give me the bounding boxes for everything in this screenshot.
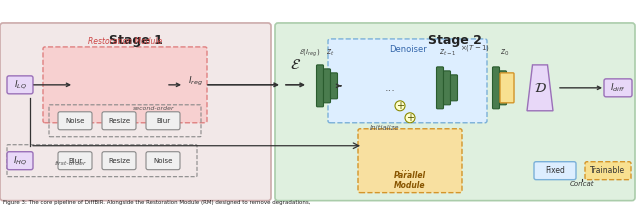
FancyBboxPatch shape	[330, 73, 337, 99]
Text: Blur: Blur	[156, 118, 170, 124]
FancyBboxPatch shape	[146, 152, 180, 170]
FancyBboxPatch shape	[323, 69, 330, 103]
Polygon shape	[140, 61, 170, 109]
Text: $I_{HQ}$: $I_{HQ}$	[13, 154, 27, 167]
Polygon shape	[75, 61, 105, 109]
Text: Resize: Resize	[108, 158, 130, 164]
FancyBboxPatch shape	[58, 152, 92, 170]
FancyBboxPatch shape	[0, 23, 271, 201]
FancyBboxPatch shape	[436, 67, 444, 109]
Text: $z_t$: $z_t$	[326, 48, 334, 58]
Text: Trainable: Trainable	[591, 166, 625, 175]
Polygon shape	[405, 65, 431, 110]
Text: ...: ...	[385, 83, 396, 93]
Text: first-order: first-order	[55, 161, 86, 166]
Circle shape	[395, 101, 405, 111]
Text: Resize: Resize	[108, 118, 130, 124]
Text: $I_{LQ}$: $I_{LQ}$	[13, 78, 26, 91]
FancyBboxPatch shape	[493, 67, 499, 109]
Circle shape	[405, 113, 415, 123]
FancyBboxPatch shape	[275, 23, 635, 201]
FancyBboxPatch shape	[58, 112, 92, 130]
Text: $z_0$: $z_0$	[500, 48, 509, 58]
FancyBboxPatch shape	[328, 39, 487, 123]
FancyBboxPatch shape	[7, 152, 33, 170]
Text: second-order: second-order	[133, 106, 175, 111]
Text: Denoiser: Denoiser	[388, 45, 426, 54]
FancyBboxPatch shape	[102, 152, 136, 170]
FancyBboxPatch shape	[500, 73, 514, 103]
FancyBboxPatch shape	[451, 75, 458, 101]
FancyBboxPatch shape	[146, 112, 180, 130]
Text: Blur: Blur	[68, 158, 82, 164]
Text: Initialize: Initialize	[371, 125, 400, 131]
Text: $\times(T-1)$: $\times(T-1)$	[460, 43, 490, 53]
FancyBboxPatch shape	[604, 79, 632, 97]
Text: Concat: Concat	[570, 181, 595, 187]
FancyBboxPatch shape	[534, 162, 576, 180]
Text: $\mathcal{D}$: $\mathcal{D}$	[534, 81, 547, 95]
Text: Figure 3: The core pipeline of DiffBIR. Alongside the Restoration Module (RM) de: Figure 3: The core pipeline of DiffBIR. …	[3, 200, 310, 205]
FancyBboxPatch shape	[506, 75, 513, 101]
FancyBboxPatch shape	[317, 65, 323, 107]
Text: $\mathcal{E}$: $\mathcal{E}$	[291, 57, 301, 72]
Text: $I_{reg}$: $I_{reg}$	[188, 75, 202, 88]
FancyBboxPatch shape	[43, 47, 207, 123]
FancyBboxPatch shape	[585, 162, 631, 180]
Text: $I_{diff}$: $I_{diff}$	[610, 82, 626, 94]
Text: Noise: Noise	[154, 158, 173, 164]
Polygon shape	[347, 65, 373, 110]
Polygon shape	[527, 65, 553, 111]
FancyBboxPatch shape	[102, 112, 136, 130]
FancyBboxPatch shape	[499, 71, 506, 105]
Text: $z_{t-1}$: $z_{t-1}$	[439, 48, 457, 58]
Text: Parallel
Module: Parallel Module	[394, 171, 426, 190]
FancyBboxPatch shape	[444, 71, 451, 105]
Text: Noise: Noise	[65, 118, 84, 124]
Text: Restoration Module: Restoration Module	[88, 37, 162, 46]
FancyBboxPatch shape	[7, 76, 33, 94]
Text: Fixed: Fixed	[545, 166, 565, 175]
Text: +: +	[396, 101, 404, 111]
Text: $\mathcal{E}(I_{reg})$: $\mathcal{E}(I_{reg})$	[300, 47, 321, 59]
Text: +: +	[406, 113, 414, 123]
Polygon shape	[377, 141, 403, 181]
FancyBboxPatch shape	[358, 129, 462, 193]
Text: Stage 1: Stage 1	[109, 34, 163, 47]
Text: ...: ...	[401, 163, 410, 173]
Text: Stage 2: Stage 2	[428, 34, 482, 47]
